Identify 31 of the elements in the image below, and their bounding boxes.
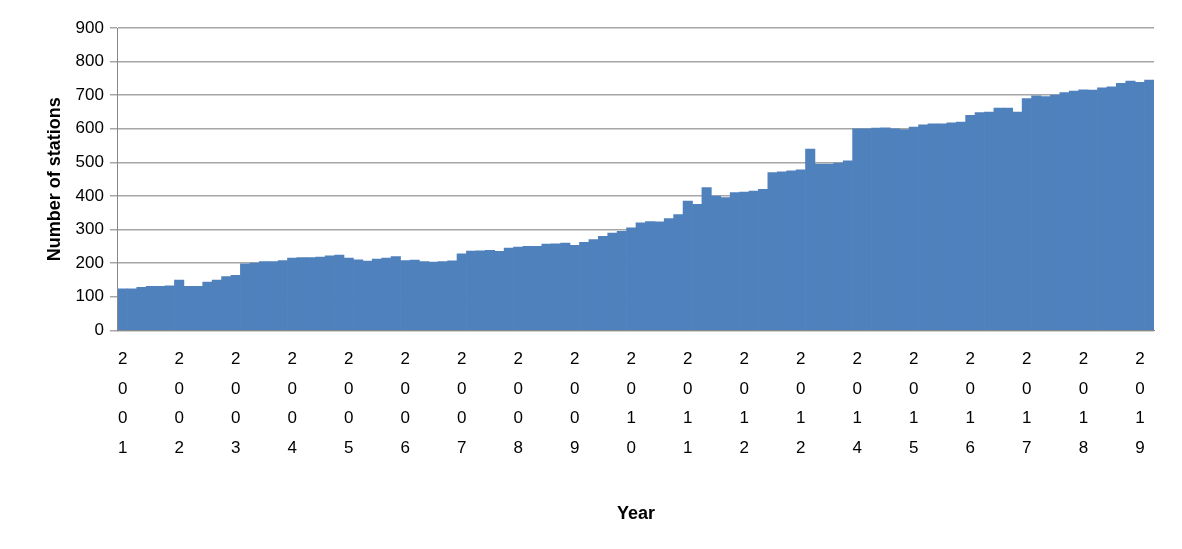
y-tick-label: 300 [75, 219, 104, 239]
x-tick-label: 2011 [683, 348, 693, 458]
x-tick-label: 2009 [570, 348, 580, 458]
x-axis-title: Year [616, 503, 656, 524]
x-tick-label: 2003 [230, 348, 241, 458]
y-tick-label: 500 [75, 152, 104, 172]
y-tick-label: 700 [75, 84, 104, 104]
y-tick-label: 600 [75, 118, 104, 138]
x-tick-label: 2004 [287, 348, 297, 458]
y-tick-label: 100 [75, 286, 104, 306]
x-tick-label: 2010 [626, 348, 637, 458]
x-tick-label: 2007 [457, 348, 467, 458]
y-tick-label: 0 [94, 320, 104, 340]
x-tick-label: 2012 [739, 348, 750, 458]
y-tick-label: 400 [75, 185, 104, 205]
x-tick-label: 2006 [400, 348, 410, 458]
y-axis-title: Number of stations [43, 97, 64, 262]
y-tick-label: 200 [75, 252, 104, 272]
x-tick-label: 2019 [1135, 348, 1145, 458]
x-tick-label: 2008 [513, 348, 523, 458]
x-tick-label: 2001 [117, 348, 128, 458]
x-tick-label: 2012 [796, 348, 806, 458]
y-tick-label: 800 [75, 51, 104, 71]
x-tick-label: 2005 [343, 348, 354, 458]
x-tick-label: 2018 [1078, 348, 1089, 458]
x-tick-label: 2015 [909, 348, 919, 458]
x-tick-label: 2016 [965, 348, 976, 458]
x-tick-label: 2002 [174, 348, 184, 458]
x-tick-label: 2014 [852, 348, 863, 458]
x-tick-label: 2017 [1022, 348, 1032, 458]
y-tick-label: 900 [75, 17, 104, 37]
